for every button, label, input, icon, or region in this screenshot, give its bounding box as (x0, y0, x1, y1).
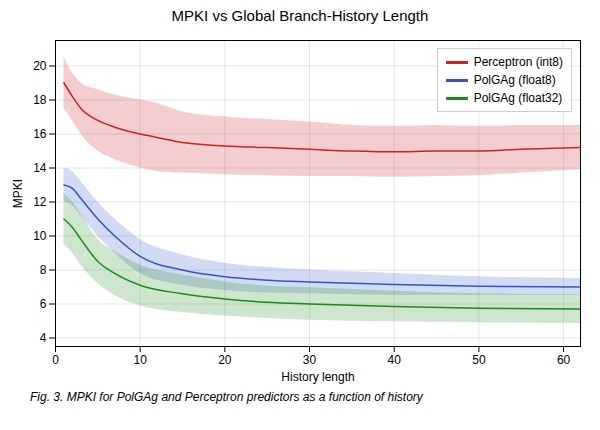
svg-text:10: 10 (33, 229, 47, 243)
svg-text:6: 6 (40, 297, 47, 311)
html-text:Fig. 3. MPKI for PolGAg and Pe: Fig. 3. MPKI for PolGAg and Perceptron p… (30, 390, 423, 404)
svg-text:MPKI: MPKI (11, 179, 25, 208)
svg-text:18: 18 (33, 93, 47, 107)
svg-text:4: 4 (40, 331, 47, 345)
svg-text:30: 30 (303, 353, 317, 367)
svg-text:20: 20 (218, 353, 232, 367)
svg-text:8: 8 (40, 263, 47, 277)
html-text:MPKI vs Global Branch-History: MPKI vs Global Branch-History Length (171, 7, 429, 24)
svg-text:10: 10 (133, 353, 147, 367)
svg-text:20: 20 (33, 59, 47, 73)
svg-text:60: 60 (557, 353, 571, 367)
svg-text:16: 16 (33, 127, 47, 141)
html-text:PolGAg (float8): PolGAg (float8) (473, 73, 556, 87)
svg-text:50: 50 (472, 353, 486, 367)
html-text:PolGAg (float32): PolGAg (float32) (473, 91, 563, 105)
svg-text:History length: History length (281, 370, 354, 384)
html-text:Perceptron (int8): Perceptron (int8) (473, 55, 563, 69)
svg-text:40: 40 (388, 353, 402, 367)
svg-text:14: 14 (33, 161, 47, 175)
svg-text:12: 12 (33, 195, 47, 209)
svg-text:0: 0 (52, 353, 59, 367)
